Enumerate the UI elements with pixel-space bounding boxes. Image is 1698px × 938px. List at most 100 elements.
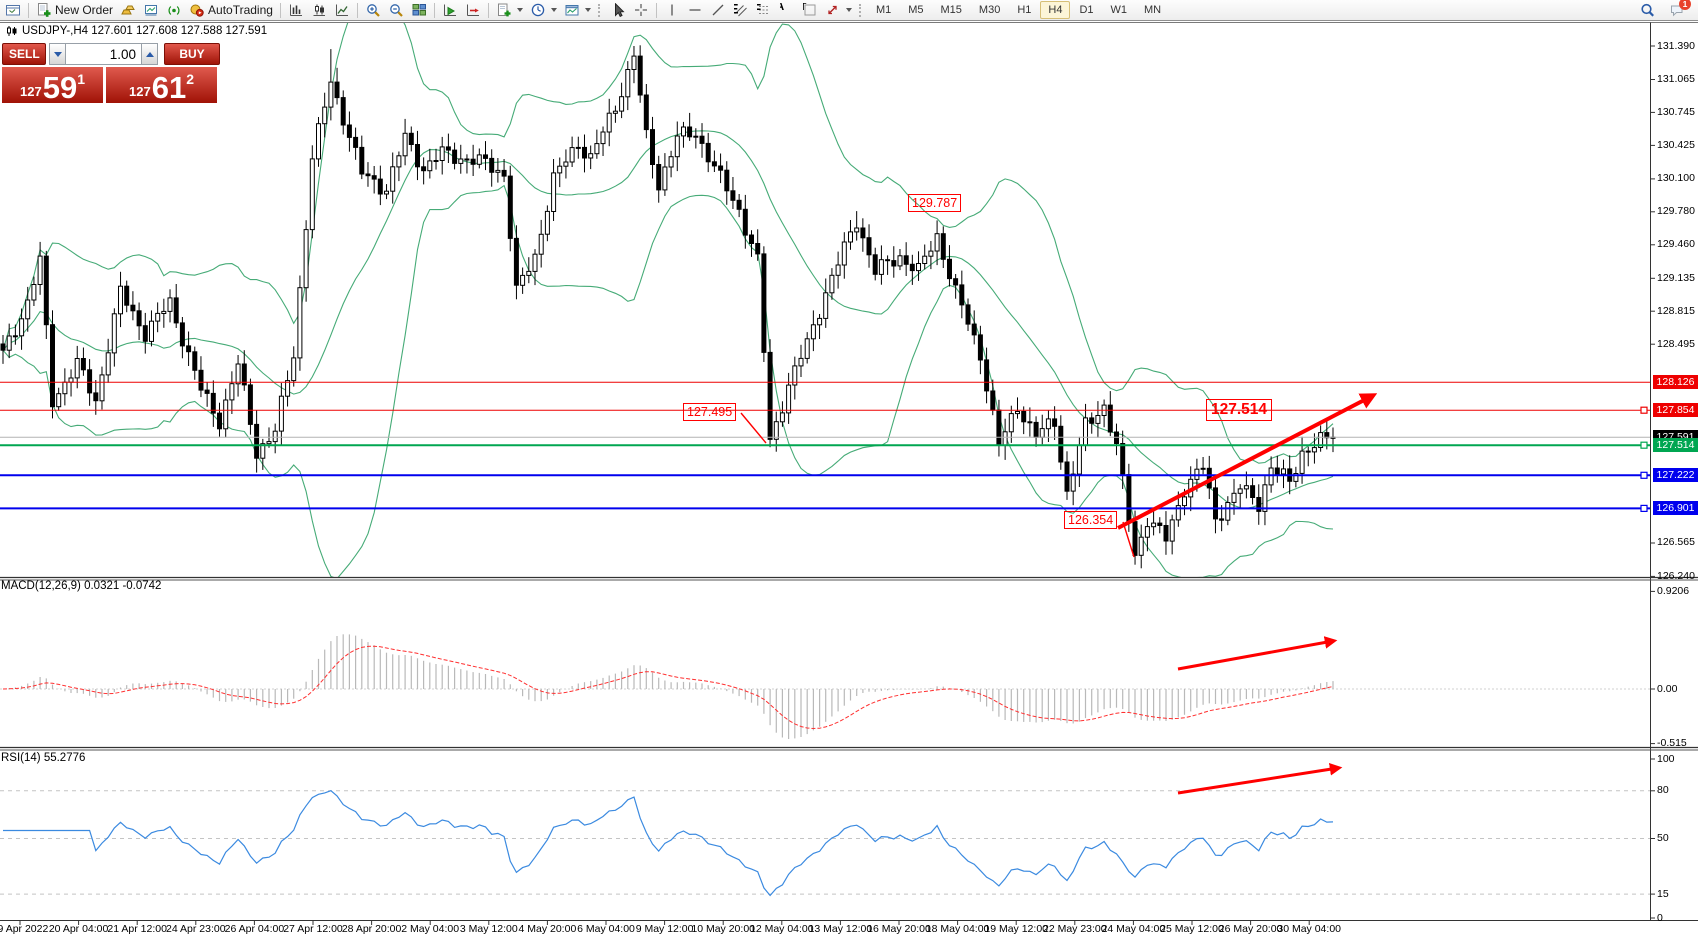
buy-price-quote[interactable]: 127 61 2 [106, 67, 217, 103]
chat-button[interactable]: 1 [1666, 0, 1691, 19]
publish-chart-icon [143, 2, 159, 18]
periods-button[interactable] [527, 1, 560, 19]
bar-chart-button[interactable] [285, 1, 307, 19]
one-click-trading-panel: SELL BUY 127 59 1 127 61 2 [2, 43, 220, 103]
sell-button[interactable]: SELL [2, 43, 46, 65]
search-button[interactable] [1636, 1, 1658, 19]
price-tick-label: 130.425 [1657, 138, 1695, 151]
arrows-icon [825, 2, 841, 18]
timeframe-M15[interactable]: M15 [940, 4, 962, 16]
horizontal-price-lines[interactable] [0, 381, 1650, 512]
toolbar-right-group: 1 [1636, 0, 1696, 19]
trendline-icon [710, 2, 726, 18]
trend-arrows[interactable] [740, 393, 1378, 795]
zoom-in-button[interactable] [362, 1, 384, 19]
autotrading-icon [189, 2, 205, 18]
sell-price-sup: 1 [77, 71, 85, 87]
rsi-scale-label: 50 [1657, 832, 1669, 844]
toolbar-separator [279, 2, 281, 18]
candlestick-chart-button[interactable] [308, 1, 330, 19]
buy-price-main: 127 [129, 84, 151, 99]
trendline-button[interactable] [707, 1, 729, 19]
volume-increase-button[interactable] [141, 43, 158, 65]
templates-button[interactable] [561, 1, 594, 19]
macd-scale-label: 0.00 [1657, 682, 1678, 695]
chart-window-button[interactable] [2, 1, 24, 19]
cursor-button[interactable] [607, 1, 629, 19]
chart-shift-icon [465, 2, 481, 18]
sell-price-main: 127 [20, 84, 42, 99]
line-chart-icon [334, 2, 350, 18]
volume-decrease-button[interactable] [49, 43, 66, 65]
volume-input[interactable] [66, 43, 141, 65]
text-label-icon: A [779, 2, 795, 18]
periods-icon [530, 2, 546, 18]
date-tick-label: 3 May 12:00 [459, 923, 518, 935]
templates-dropdown-icon[interactable] [584, 8, 591, 12]
chart-annotation[interactable]: 127.514 [1206, 399, 1273, 421]
rsi-indicator-label: RSI(14) 55.2776 [1, 752, 86, 764]
vertical-line-button[interactable] [661, 1, 683, 19]
equidistant-channel-button[interactable]: E [730, 1, 752, 19]
line-chart-button[interactable] [331, 1, 353, 19]
publish-chart-button[interactable] [140, 1, 162, 19]
price-tag: 127.854 [1653, 403, 1698, 418]
toolbar-separator [356, 2, 358, 18]
timeframe-W1[interactable]: W1 [1110, 4, 1128, 16]
new-chart-dropdown-icon[interactable] [516, 8, 523, 12]
timeframe-MN[interactable]: MN [1144, 4, 1162, 16]
fibonacci-button[interactable]: F [753, 1, 775, 19]
svg-text:A: A [780, 3, 784, 13]
text-box-button[interactable]: T [799, 1, 821, 19]
price-tick-label: 131.065 [1657, 72, 1695, 85]
timeframe-H4[interactable]: H4 [1040, 1, 1071, 19]
autotrading-button[interactable]: AutoTrading [186, 1, 276, 19]
svg-text:E: E [734, 3, 739, 17]
date-tick-label: 19 May 12:00 [984, 923, 1049, 935]
chart-annotation[interactable]: 127.495 [683, 403, 737, 421]
chart-annotation[interactable]: 126.354 [1064, 511, 1118, 529]
price-tick-label: 126.565 [1657, 536, 1695, 549]
chart-shift-button[interactable] [462, 1, 484, 19]
timeframe-D1[interactable]: D1 [1079, 4, 1094, 16]
arrows-button[interactable] [822, 1, 855, 19]
trend-arrow[interactable] [1177, 763, 1343, 795]
timeframe-H1[interactable]: H1 [1017, 4, 1032, 16]
date-tick-label: 18 May 04:00 [925, 923, 990, 935]
trend-arrow[interactable] [1117, 393, 1378, 530]
candlesticks [0, 45, 1336, 569]
date-tick-label: 26 Apr 04:00 [224, 923, 285, 935]
templates-icon [564, 2, 580, 18]
gold-bars-button[interactable] [117, 1, 139, 19]
chart-annotation[interactable]: 129.787 [908, 194, 962, 212]
trend-arrow[interactable] [1177, 636, 1338, 671]
price-tag: 127.514 [1653, 438, 1698, 453]
timeframe-M5[interactable]: M5 [908, 4, 924, 16]
sell-price-quote[interactable]: 127 59 1 [2, 67, 103, 103]
timeframe-M1[interactable]: M1 [875, 4, 892, 16]
tile-windows-button[interactable] [408, 1, 430, 19]
chart-title-text: USDJPY-,H4 127.601 127.608 127.588 127.5… [22, 25, 268, 37]
arrows-dropdown-icon[interactable] [845, 8, 852, 12]
price-tick-label: 129.780 [1657, 205, 1695, 218]
price-tick-label: 131.390 [1657, 39, 1695, 52]
new-order-button[interactable]: New Order [33, 1, 116, 19]
buy-button[interactable]: BUY [164, 43, 220, 65]
date-tick-label: 25 May 12:00 [1160, 923, 1224, 935]
new-chart-button[interactable] [493, 1, 526, 19]
crosshair-button[interactable] [630, 1, 652, 19]
auto-scroll-button[interactable] [439, 1, 461, 19]
price-tick-label: 130.100 [1657, 172, 1695, 185]
periods-dropdown-icon[interactable] [550, 8, 557, 12]
horizontal-line-button[interactable] [684, 1, 706, 19]
timeframe-M30[interactable]: M30 [978, 4, 1001, 16]
rsi-panel-content [0, 790, 1650, 897]
zoom-out-button[interactable] [385, 1, 407, 19]
toolbar-separator [433, 2, 435, 18]
text-label-button[interactable]: A [776, 1, 798, 19]
autotrading-label: AutoTrading [208, 3, 273, 17]
cursor-icon [610, 2, 626, 18]
signals-button[interactable] [163, 1, 185, 19]
date-tick-label: 13 May 12:00 [808, 923, 873, 935]
